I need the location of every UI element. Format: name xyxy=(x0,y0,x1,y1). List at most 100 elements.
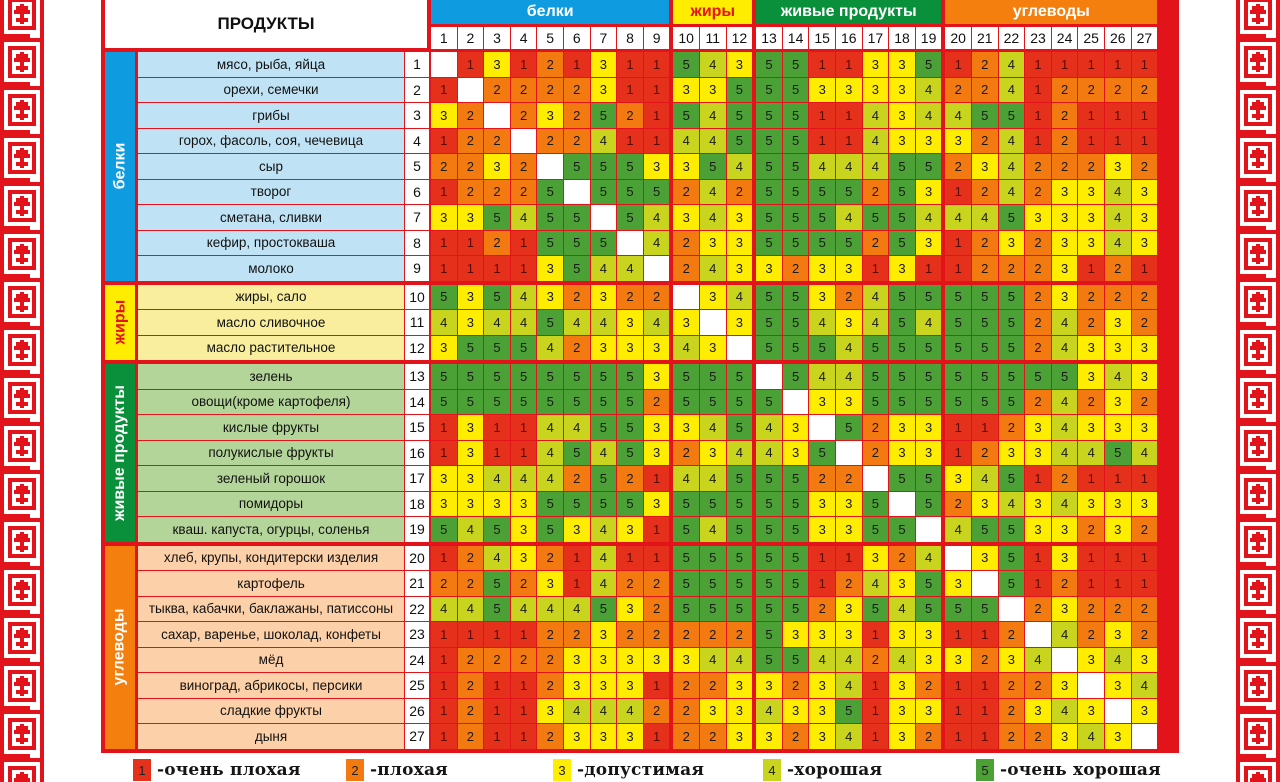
heatmap-cell: 1 xyxy=(484,673,510,698)
ornament-motif xyxy=(1236,182,1280,230)
heatmap-cell: 2 xyxy=(1078,310,1104,335)
heatmap-cell: 5 xyxy=(457,389,484,414)
heatmap-cell: 3 xyxy=(1051,517,1078,542)
column-number: 13 xyxy=(756,27,782,49)
heatmap-cell: 5 xyxy=(590,103,617,128)
heatmap-cell: 5 xyxy=(564,389,590,414)
heatmap-cell: 1 xyxy=(484,724,510,749)
heatmap-cell: 4 xyxy=(537,415,563,440)
heatmap-cell: 1 xyxy=(945,256,971,281)
heatmap-cell: 5 xyxy=(782,596,809,621)
heatmap-cell: 5 xyxy=(782,205,809,230)
heatmap-cell: 5 xyxy=(972,596,998,621)
heatmap-cell: 2 xyxy=(1051,571,1078,596)
heatmap-cell: 5 xyxy=(782,310,809,335)
heatmap-cell: 3 xyxy=(643,335,670,360)
heatmap-cell: 4 xyxy=(643,310,670,335)
heatmap-cell: 1 xyxy=(1131,103,1158,128)
heatmap-cell: 2 xyxy=(700,673,726,698)
heatmap-cell: 3 xyxy=(457,415,484,440)
heatmap-cell: 1 xyxy=(617,128,643,153)
product-name: сладкие фрукты xyxy=(138,698,404,723)
heatmap-cell: 5 xyxy=(945,364,971,389)
heatmap-cell: 2 xyxy=(726,622,753,647)
heatmap-cell: 1 xyxy=(1078,128,1104,153)
heatmap-cell: 5 xyxy=(998,571,1025,596)
column-number: 9 xyxy=(643,27,670,49)
heatmap-cell: 4 xyxy=(700,205,726,230)
heatmap-cell: 5 xyxy=(484,389,510,414)
heatmap-cell: 4 xyxy=(700,517,726,542)
heatmap-cell-diagonal xyxy=(617,230,643,255)
column-number: 17 xyxy=(862,27,889,49)
heatmap-cell: 5 xyxy=(590,364,617,389)
heatmap-cell: 2 xyxy=(1078,596,1104,621)
heatmap-cell: 2 xyxy=(643,622,670,647)
heatmap-cell: 3 xyxy=(1078,230,1104,255)
heatmap-cell: 5 xyxy=(862,491,889,516)
heatmap-cell: 1 xyxy=(972,415,998,440)
heatmap-cell: 1 xyxy=(836,545,862,570)
heatmap-cell: 1 xyxy=(809,571,835,596)
heatmap-cell: 5 xyxy=(972,517,998,542)
column-number: 25 xyxy=(1078,27,1104,49)
heatmap-cell: 3 xyxy=(836,389,862,414)
heatmap-cell: 1 xyxy=(1105,466,1131,491)
product-name: хлеб, крупы, кондитерски изделия xyxy=(138,545,404,570)
heatmap-cell: 4 xyxy=(590,256,617,281)
ornament-motif xyxy=(0,614,44,662)
row-number: 8 xyxy=(405,230,429,255)
ornament-motif xyxy=(0,470,44,518)
heatmap-cell-diagonal xyxy=(972,571,998,596)
heatmap-cell: 3 xyxy=(1105,517,1131,542)
heatmap-cell: 3 xyxy=(617,335,643,360)
heatmap-cell: 3 xyxy=(1078,179,1104,204)
row-number: 16 xyxy=(405,440,429,465)
heatmap-cell: 5 xyxy=(782,364,809,389)
heatmap-cell: 3 xyxy=(1105,622,1131,647)
heatmap-cell: 5 xyxy=(862,596,889,621)
heatmap-cell: 1 xyxy=(1078,103,1104,128)
heatmap-cell: 5 xyxy=(945,596,971,621)
heatmap-cell: 4 xyxy=(1131,440,1158,465)
heatmap-cell: 2 xyxy=(700,724,726,749)
legend-swatch: 2 xyxy=(346,759,364,781)
heatmap-cell: 2 xyxy=(998,673,1025,698)
heatmap-cell: 5 xyxy=(700,571,726,596)
heatmap-cell: 5 xyxy=(756,52,782,77)
heatmap-cell: 2 xyxy=(617,103,643,128)
group-header-4: углеводы xyxy=(945,0,1158,24)
heatmap-cell: 5 xyxy=(889,284,915,309)
heatmap-cell: 5 xyxy=(1105,440,1131,465)
heatmap-cell: 5 xyxy=(643,179,670,204)
heatmap-cell: 3 xyxy=(643,364,670,389)
heatmap-cell: 1 xyxy=(510,230,537,255)
heatmap-cell: 4 xyxy=(756,415,782,440)
heatmap-cell: 1 xyxy=(510,52,537,77)
column-number: 2 xyxy=(457,27,484,49)
heatmap-cell: 1 xyxy=(945,179,971,204)
heatmap-cell: 3 xyxy=(510,545,537,570)
heatmap-cell: 2 xyxy=(1131,389,1158,414)
heatmap-cell: 3 xyxy=(726,205,753,230)
ornament-motif xyxy=(1236,470,1280,518)
heatmap-cell: 5 xyxy=(700,545,726,570)
heatmap-cell: 4 xyxy=(537,335,563,360)
heatmap-cell: 2 xyxy=(673,230,699,255)
heatmap-cell: 3 xyxy=(537,571,563,596)
heatmap-cell: 1 xyxy=(643,545,670,570)
heatmap-cell: 5 xyxy=(998,103,1025,128)
heatmap-cell: 5 xyxy=(998,389,1025,414)
heatmap-cell: 1 xyxy=(862,724,889,749)
heatmap-cell: 2 xyxy=(431,154,457,179)
heatmap-cell: 1 xyxy=(1105,52,1131,77)
product-name: кислые фрукты xyxy=(138,415,404,440)
heatmap-cell: 5 xyxy=(564,491,590,516)
heatmap-cell: 5 xyxy=(889,179,915,204)
heatmap-cell: 5 xyxy=(756,491,782,516)
heatmap-cell: 5 xyxy=(673,52,699,77)
heatmap-cell: 1 xyxy=(1025,77,1051,102)
heatmap-cell: 3 xyxy=(862,52,889,77)
heatmap-cell: 5 xyxy=(726,466,753,491)
heatmap-cell: 1 xyxy=(510,415,537,440)
